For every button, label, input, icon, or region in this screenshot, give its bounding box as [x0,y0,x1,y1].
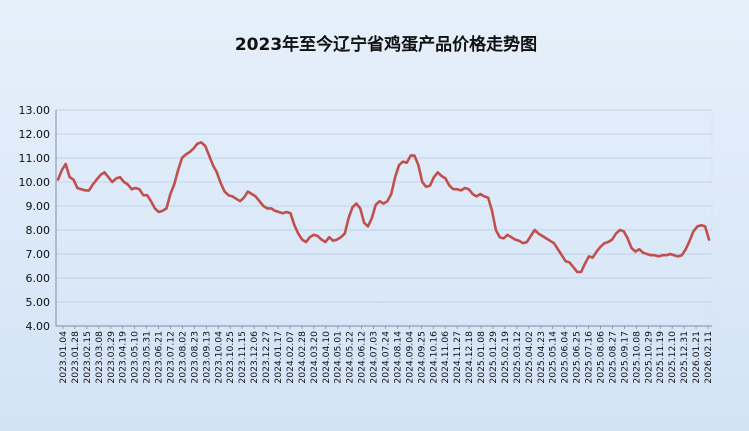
x-tick-label: 2024.12.18 [464,331,475,384]
plot-area [55,109,713,327]
x-tick-label: 2025.04.02 [524,331,535,384]
x-tick-label: 2024.09.25 [416,331,427,384]
x-tick-label: 2023.09.13 [201,331,212,384]
series-line-price [56,141,711,274]
x-tick-label: 2024.11.27 [452,331,463,384]
x-axis-tick-labels: 2023.01.04 2023.01.28 2023.02.15 2023.03.08… [58,326,714,384]
y-tick-label: 5.00 [26,296,51,309]
y-tick-label: 13.00 [19,104,51,117]
y-tick-label: 6.00 [26,272,51,285]
y-tick-label: 9.00 [26,200,51,213]
y-tick-label: 10.00 [19,176,51,189]
x-tick-label: 2023.03.08 [94,331,105,384]
x-tick-label: 2023.07.12 [166,331,177,384]
x-tick-label: 2025.01.29 [488,331,499,384]
y-tick-label: 4.00 [26,320,51,333]
x-tick-label: 2025.10.29 [643,331,654,384]
x-tick-label: 2024.07.03 [369,331,380,384]
x-tick-label: 2025.07.16 [584,331,595,384]
y-tick-label: 12.00 [19,128,51,141]
x-tick-label: 2024.10.16 [428,331,439,384]
x-tick-label: 2024.08.14 [392,331,403,384]
x-tick-label: 2024.07.24 [381,331,392,384]
x-tick-label: 2026.02.11 [703,331,714,384]
x-tick-label: 2025.03.12 [512,331,523,384]
x-tick-label: 2023.03.29 [106,331,117,384]
x-tick-label: 2024.04.10 [321,331,332,384]
x-tick-label: 2025.10.08 [631,331,642,384]
x-tick-label: 2023.12.27 [261,331,272,384]
chart-title: 2023年至今辽宁省鸡蛋产品价格走势图 [235,34,537,55]
x-tick-label: 2024.02.07 [285,331,296,384]
x-tick-label: 2026.01.21 [691,331,702,384]
x-tick-label: 2023.08.02 [177,331,188,384]
x-tick-label: 2025.11.19 [655,331,666,384]
x-tick-label: 2023.02.15 [82,331,93,384]
x-tick-label: 2023.05.10 [130,331,141,384]
x-tick-label: 2024.06.12 [357,331,368,384]
x-tick-label: 2024.05.22 [345,331,356,384]
y-tick-label: 11.00 [19,152,51,165]
x-tick-label: 2024.03.20 [309,331,320,384]
x-tick-label: 2023.10.04 [213,331,224,384]
x-tick-label: 2023.06.21 [154,331,165,384]
x-tick-label: 2023.01.28 [70,331,81,384]
x-tick-label: 2025.08.27 [607,331,618,384]
x-tick-label: 2025.02.19 [500,331,511,384]
x-tick-label: 2025.06.04 [560,331,571,384]
x-tick-label: 2023.08.23 [189,331,200,384]
x-tick-label: 2024.05.01 [333,331,344,384]
x-tick-label: 2023.12.06 [249,331,260,384]
x-tick-label: 2024.09.04 [404,331,415,384]
x-tick-label: 2023.11.15 [237,331,248,384]
x-tick-label: 2023.05.31 [142,331,153,384]
y-tick-label: 7.00 [26,248,51,261]
x-tick-label: 2025.08.06 [596,331,607,384]
y-axis-tick-labels: 4.00 5.00 6.00 7.00 8.00 9.00 10.00 11.00 12.00 1… [19,104,51,333]
y-tick-label: 8.00 [26,224,51,237]
x-tick-label: 2024.02.28 [297,331,308,384]
x-tick-label: 2024.01.17 [273,331,284,384]
x-tick-label: 2025.06.25 [572,331,583,384]
x-tick-label: 2025.01.08 [476,331,487,384]
series-layer [56,141,711,274]
x-tick-label: 2023.04.19 [118,331,129,384]
x-tick-label: 2025.12.10 [667,331,678,384]
x-tick-label: 2025.12.31 [679,331,690,384]
x-tick-label: 2024.11.06 [440,331,451,384]
x-tick-label: 2025.05.14 [548,331,559,384]
x-tick-label: 2023.10.25 [225,331,236,384]
x-tick-label: 2023.01.04 [58,331,69,384]
x-tick-label: 2025.04.23 [536,331,547,384]
x-tick-label: 2025.09.17 [619,331,630,384]
grid-lines [56,109,712,303]
